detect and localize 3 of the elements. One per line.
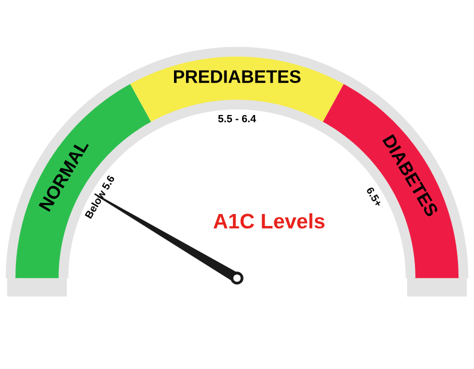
slice-label: PREDIABETES [174, 70, 300, 83]
text: 5.5 - 6.4 [218, 114, 256, 122]
text: A1C Levels [214, 213, 324, 229]
